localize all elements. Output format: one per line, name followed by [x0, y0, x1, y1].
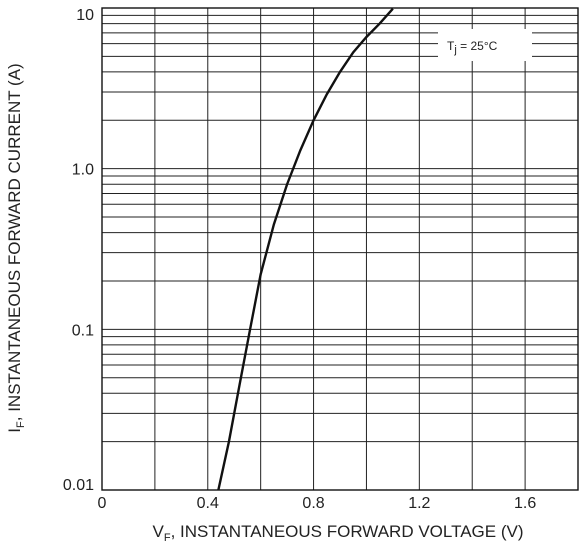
- grid: [102, 8, 578, 490]
- y-tick-label: 0.01: [63, 477, 94, 494]
- x-tick-label: 0.8: [302, 495, 324, 512]
- y-tick-label: 10: [76, 7, 94, 24]
- x-tick-label: 0.4: [197, 495, 219, 512]
- series-line: [217, 7, 394, 491]
- x-tick-label: 1.6: [514, 495, 536, 512]
- y-axis-label: IF, INSTANTANEOUS FORWARD CURRENT (A): [5, 63, 27, 432]
- plot-frame: [101, 7, 579, 491]
- y-tick-label: 0.1: [72, 322, 94, 339]
- y-axis-ticks: 0.01 0.1 1.0 10: [63, 7, 94, 494]
- x-tick-label: 1.2: [408, 495, 430, 512]
- annotation-text: Tj = 25°C: [447, 39, 498, 56]
- temperature-annotation: Tj = 25°C: [438, 29, 532, 61]
- x-axis-label: VF, INSTANTANEOUS FORWARD VOLTAGE (V): [152, 522, 523, 544]
- y-tick-label: 1.0: [72, 162, 94, 179]
- x-tick-label: 0: [98, 495, 107, 512]
- x-axis-ticks: 0 0.4 0.8 1.2 1.6: [98, 495, 537, 512]
